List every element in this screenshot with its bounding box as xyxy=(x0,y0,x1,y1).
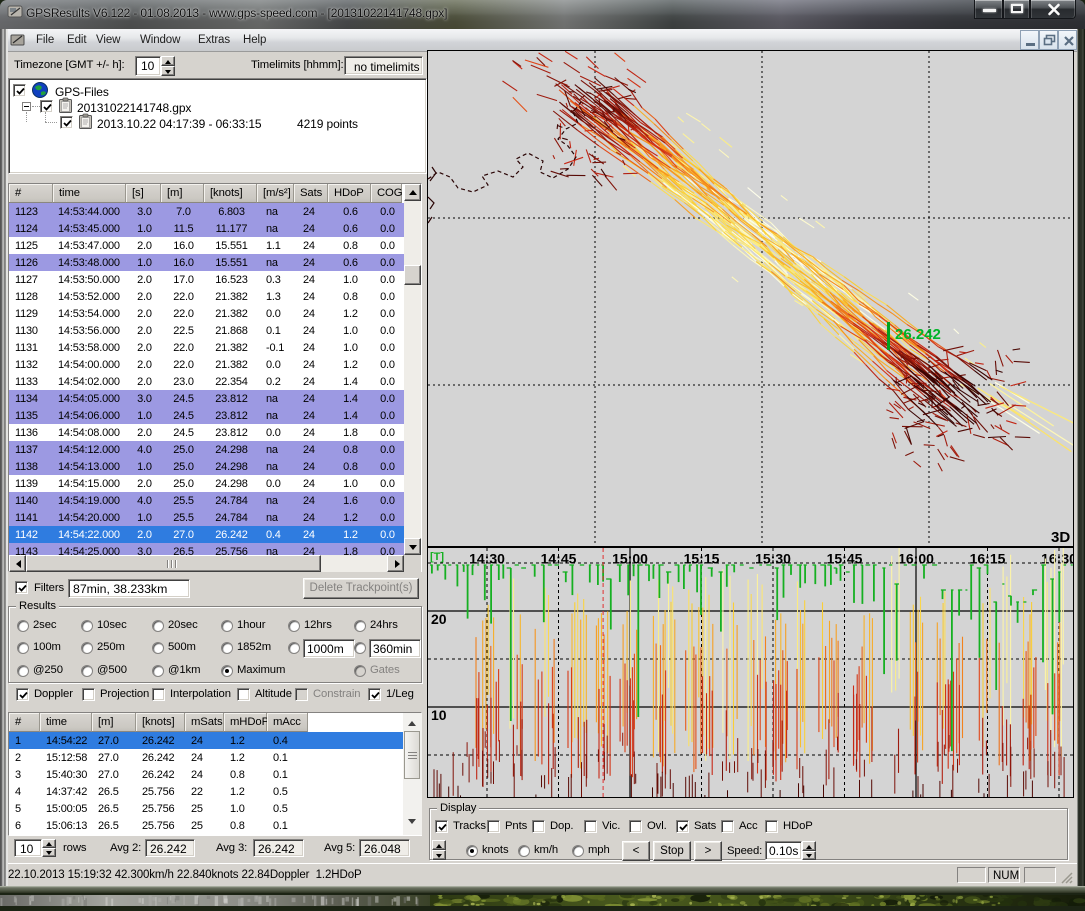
svg-text:16:15: 16:15 xyxy=(970,551,1006,567)
svg-text:26.242: 26.242 xyxy=(895,326,941,343)
svg-text:14:45: 14:45 xyxy=(541,551,577,567)
svg-text:16:30: 16:30 xyxy=(1041,551,1074,567)
svg-text:3D: 3D xyxy=(1051,529,1070,546)
svg-text:20: 20 xyxy=(431,611,447,627)
svg-text:15:45: 15:45 xyxy=(827,551,863,567)
svg-text:16:00: 16:00 xyxy=(898,551,934,567)
svg-text:15:00: 15:00 xyxy=(612,551,648,567)
svg-text:10: 10 xyxy=(431,707,447,723)
svg-text:15:15: 15:15 xyxy=(684,551,720,567)
svg-text:[T]: [T] xyxy=(430,551,444,563)
svg-text:14:30: 14:30 xyxy=(469,551,505,567)
svg-text:15:30: 15:30 xyxy=(755,551,791,567)
